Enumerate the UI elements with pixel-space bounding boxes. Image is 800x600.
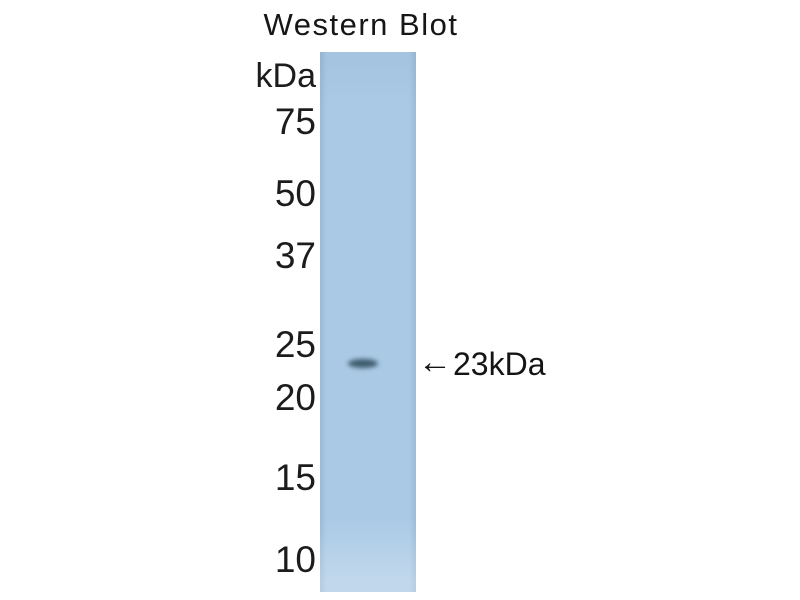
band-annotation: ← 23kDa [418,343,546,382]
marker-label-15: 15 [274,457,316,498]
marker-label-50: 50 [274,173,316,214]
band-annotation-label: 23kDa [453,346,546,382]
marker-label-20: 20 [274,377,316,418]
kda-unit-label: kDa [255,57,316,95]
blot-lane [320,52,416,592]
marker-label-10: 10 [274,539,316,580]
marker-label-75: 75 [274,101,316,142]
marker-label-25: 25 [274,324,316,365]
left-arrow-icon: ← [418,343,452,381]
marker-label-37: 37 [274,235,316,276]
protein-band [348,359,378,368]
figure-title: Western Blot [263,7,459,42]
